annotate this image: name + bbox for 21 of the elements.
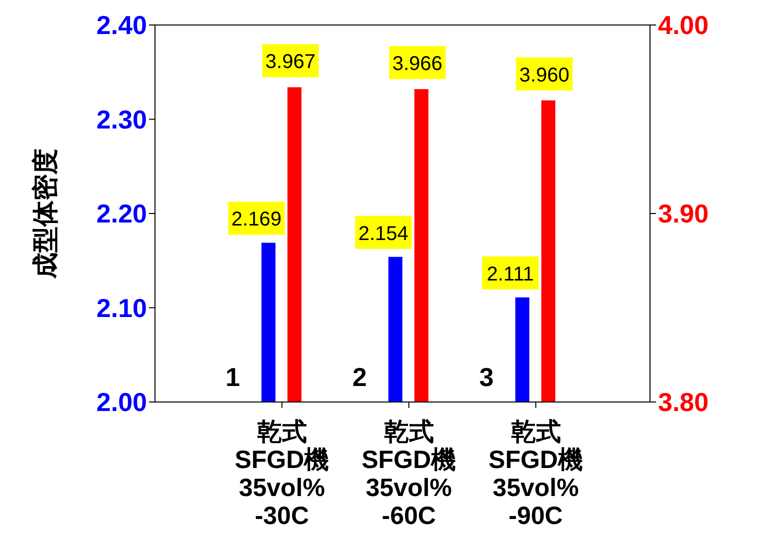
- data-label: 3.967: [265, 51, 316, 74]
- x-tick-label: 乾式 SFGD機 35vol% -60C: [362, 418, 456, 530]
- annotation: 2: [352, 362, 367, 392]
- y2-tick-label: 4.00: [658, 10, 709, 40]
- y-tick-label: 2.10: [96, 292, 147, 323]
- annotation: 3: [479, 362, 494, 392]
- y-tick-label: 2.20: [96, 198, 147, 229]
- data-label: 3.960: [519, 64, 570, 86]
- data-label: 2.111: [486, 263, 534, 286]
- y2-tick-label: 3.90: [658, 198, 709, 229]
- y-tick-label: 2.00: [96, 387, 147, 418]
- x-tick-label: 乾式 SFGD機 35vol% -30C: [234, 418, 330, 530]
- y-tick-label: 2.30: [96, 104, 147, 134]
- x-tick-label: 乾式 SFGD機 35vol% -90C: [488, 418, 583, 530]
- data-label: 2.154: [358, 222, 408, 245]
- y-axis-title: 成型体密度: [30, 148, 60, 280]
- y-tick-label: 2.40: [96, 10, 147, 40]
- y2-tick-label: 3.80: [658, 387, 709, 418]
- annotation: 1: [225, 362, 240, 392]
- data-label: 2.169: [231, 208, 282, 231]
- data-label: 3.966: [392, 53, 442, 76]
